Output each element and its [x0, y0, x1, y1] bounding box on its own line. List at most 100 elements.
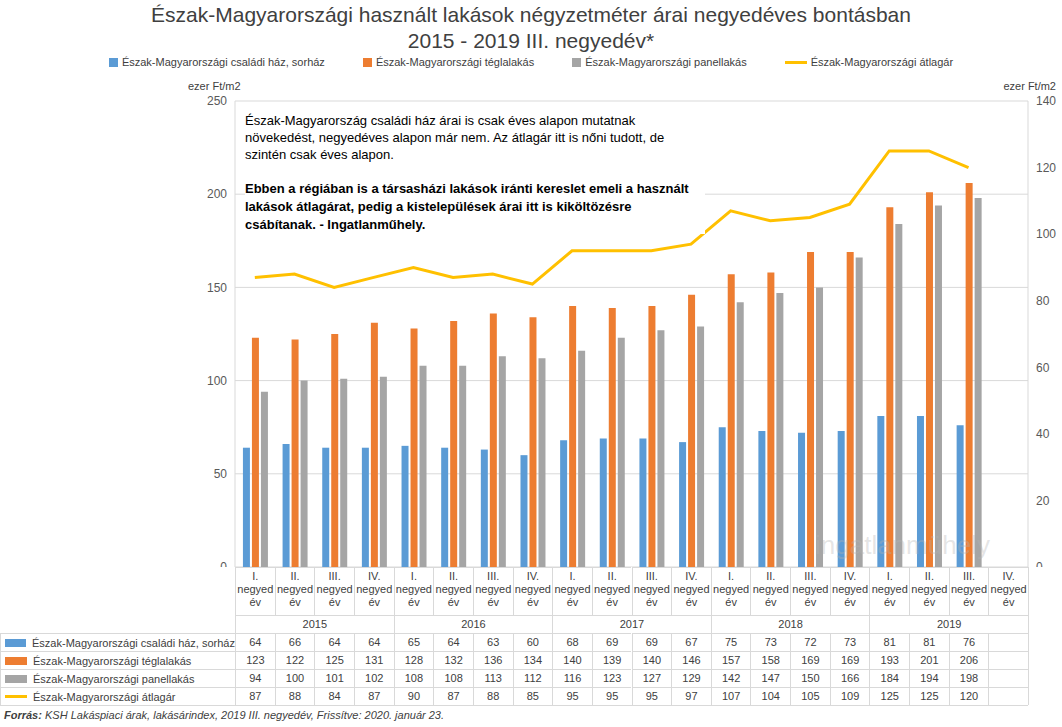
svg-text:0: 0	[220, 560, 227, 567]
html-text:év: év	[844, 596, 856, 608]
html-text:negyed: negyed	[713, 583, 750, 595]
html-text:év: év	[447, 596, 460, 608]
svg-text:250: 250	[207, 94, 227, 108]
html-text:negyed: negyed	[792, 583, 829, 595]
html-text:Észak-Magyarországi családi há: Észak-Magyarországi családi ház, sorház	[32, 636, 235, 649]
html-text:64: 64	[368, 636, 381, 648]
svg-text:50: 50	[214, 467, 228, 481]
svg-text:40: 40	[1036, 427, 1050, 441]
html-text:negyed: negyed	[435, 583, 472, 595]
html-text:60: 60	[526, 636, 539, 648]
html-text:negyed: negyed	[951, 583, 987, 595]
svg-text:20: 20	[1036, 494, 1050, 508]
html-text:72: 72	[804, 636, 817, 648]
html-text:év: év	[408, 596, 420, 608]
svg-text:60: 60	[1036, 361, 1050, 375]
html-text:67: 67	[685, 636, 698, 648]
html-text:negyed: negyed	[514, 583, 551, 595]
html-text:Észak-Magyarországi téglalakás: Észak-Magyarországi téglalakás	[33, 654, 192, 667]
html-text:év: év	[487, 596, 499, 608]
html-text:64: 64	[447, 636, 460, 648]
html-text:63: 63	[487, 636, 500, 648]
html-text:Észak-Magyarországi panellakás: Észak-Magyarországi panellakás	[33, 672, 195, 685]
html-text:2017: 2017	[619, 618, 645, 630]
html-text:év: év	[883, 596, 896, 608]
html-text:Észak-Magyarországi átlagár: Észak-Magyarországi átlagár	[810, 56, 954, 68]
html-text:2016: 2016	[461, 618, 486, 630]
html-text:73: 73	[843, 636, 857, 648]
html-text:Észak-Magyarországi családi há: Észak-Magyarországi családi ház, sorház	[121, 56, 325, 68]
html-text:Észak-Magyarországi használt l: Észak-Magyarországi használt lakások nég…	[151, 3, 911, 26]
html-text:64: 64	[328, 636, 341, 648]
svg-text:140: 140	[1036, 94, 1054, 108]
svg-text:100: 100	[1036, 227, 1054, 241]
html-text:negyed: negyed	[237, 583, 274, 595]
html-text:év: év	[368, 596, 381, 608]
html-text:negyed: negyed	[475, 583, 512, 595]
html-text:69: 69	[645, 636, 658, 648]
html-text:év: év	[725, 596, 737, 608]
html-text:2015: 2015	[302, 618, 327, 630]
html-text:2018: 2018	[778, 618, 803, 630]
html-text:IV.: IV.	[526, 570, 540, 582]
html-text:év: év	[328, 596, 341, 608]
html-text:IV.: IV.	[843, 570, 857, 582]
html-text:69: 69	[606, 636, 619, 648]
html-text:73: 73	[764, 636, 777, 648]
html-text:ezer Ft/m2: ezer Ft/m2	[188, 80, 241, 92]
html-text:ingatlanmühely: ingatlanmühely	[815, 530, 990, 560]
html-text:év: év	[289, 596, 301, 608]
html-text:Észak-Magyarországi átlagár: Észak-Magyarországi átlagár	[33, 690, 176, 703]
html-text:év: év	[764, 596, 777, 608]
html-text:év: év	[923, 596, 936, 608]
svg-text:100: 100	[207, 374, 227, 388]
html-text:65: 65	[407, 636, 420, 648]
html-text:Ebben a régiában is a társashá: Ebben a régiában is a társasházi lakások…	[245, 181, 689, 232]
html-text:IV.: IV.	[1002, 570, 1015, 582]
html-text:III.: III.	[487, 570, 500, 582]
html-text:év: év	[685, 596, 698, 608]
html-text:negyed: negyed	[276, 583, 313, 595]
html-text:2019: 2019	[936, 618, 962, 630]
html-text:ezer Ft/m2: ezer Ft/m2	[1003, 80, 1056, 92]
html-text:negyed: negyed	[316, 583, 353, 595]
html-text:Észak-Magyarországi panellakás: Észak-Magyarországi panellakás	[585, 56, 747, 68]
html-text:64: 64	[249, 636, 262, 648]
html-text:negyed: negyed	[752, 583, 789, 595]
html-text:negyed: negyed	[356, 583, 393, 595]
html-text:2015 - 2019 III. negyedév*: 2015 - 2019 III. negyedév*	[407, 29, 655, 52]
html-text:68: 68	[566, 636, 579, 648]
html-text:év: év	[249, 596, 262, 608]
html-text:év: év	[606, 596, 618, 608]
html-text:év: év	[646, 596, 658, 608]
html-text:75: 75	[725, 636, 738, 648]
html-text:66: 66	[288, 636, 302, 648]
svg-text:200: 200	[207, 187, 227, 201]
html-text:IV.: IV.	[368, 570, 381, 582]
svg-text:120: 120	[1036, 161, 1054, 175]
html-text:negyed: negyed	[395, 583, 432, 595]
html-text:III.: III.	[645, 570, 658, 582]
html-text:negyed: negyed	[594, 583, 631, 595]
html-text:negyed: negyed	[554, 583, 591, 595]
svg-text:150: 150	[207, 281, 227, 295]
html-text:negyed: negyed	[832, 583, 869, 595]
html-text:év: év	[527, 596, 539, 608]
svg-text:80: 80	[1036, 294, 1050, 308]
html-text:év: év	[566, 596, 579, 608]
svg-text:0: 0	[1036, 560, 1043, 567]
html-text:Észak-Magyarországi téglalakás: Észak-Magyarországi téglalakás	[375, 56, 535, 68]
html-text:III.: III.	[962, 570, 976, 582]
html-text:negyed: negyed	[990, 583, 1027, 595]
html-text:III.: III.	[328, 570, 341, 582]
html-text:IV.: IV.	[685, 570, 698, 582]
html-text:év: év	[1002, 596, 1015, 608]
html-text:év: év	[963, 596, 975, 608]
html-text:negyed: negyed	[633, 583, 670, 595]
html-text:év: év	[804, 596, 817, 608]
html-text:III.: III.	[804, 570, 817, 582]
html-text:Észak-Magyarország családi ház: Észak-Magyarország családi ház árai is c…	[245, 113, 665, 162]
html-text:negyed: negyed	[911, 583, 948, 595]
html-text:negyed: negyed	[673, 583, 710, 595]
html-text:negyed: negyed	[871, 583, 908, 595]
